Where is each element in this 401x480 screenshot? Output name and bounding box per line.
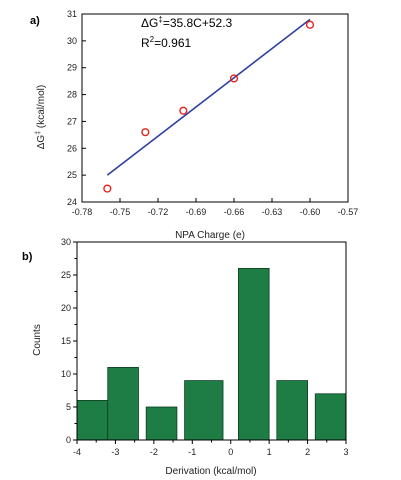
y-tick-label-b: 20: [61, 303, 71, 313]
y-tick-label-a: 31: [67, 9, 77, 19]
x-tick-label-b: 0: [228, 447, 233, 457]
y-tick-label-a: 27: [67, 116, 77, 126]
histogram-bar: [145, 406, 178, 441]
x-tick-label-b: 3: [343, 447, 348, 457]
x-tick-label-b: -2: [150, 447, 158, 457]
fit-line: [106, 18, 311, 176]
y-tick-label-a: 30: [67, 36, 77, 46]
y-tick-label-a: 28: [67, 90, 77, 100]
data-point: [305, 20, 315, 29]
x-tick-label-a: -0.60: [300, 207, 321, 217]
equation-annotation: ΔG‡=35.8C+52.3: [141, 15, 233, 30]
data-point: [179, 106, 188, 115]
histogram-bar: [237, 267, 270, 441]
y-tick-label-a: 26: [67, 143, 77, 153]
histogram-bar: [276, 380, 308, 441]
x-tick-label-b: 1: [267, 447, 272, 457]
y-axis-b: 0 5 10 15 20 25 30: [61, 237, 77, 445]
x-tick-label-a: -0.69: [186, 207, 207, 217]
y-tick-label-a: 29: [67, 63, 77, 73]
data-point: [103, 184, 112, 193]
x-tick-label-a: -0.57: [338, 207, 359, 217]
panel-b-label: b): [22, 251, 33, 263]
histogram-bars: [76, 267, 347, 441]
x-tick-label-b: -4: [73, 447, 81, 457]
y-tick-label-a: 24: [67, 197, 77, 207]
data-points: [103, 20, 315, 193]
y-tick-label-b: 30: [61, 237, 71, 247]
histogram-bar: [107, 366, 139, 441]
histogram-bar: [76, 399, 109, 441]
r-squared-annotation: R2=0.961: [141, 35, 191, 50]
y-tick-label-b: 15: [61, 336, 71, 346]
x-tick-label-a: -0.72: [148, 207, 169, 217]
x-tick-label-a: -0.75: [110, 207, 131, 217]
x-tick-label-b: -1: [188, 447, 196, 457]
y-tick-label-b: 5: [66, 402, 71, 412]
x-tick-label-a: -0.63: [262, 207, 283, 217]
y-axis-label-b: Counts: [32, 324, 43, 356]
y-tick-label-b: 25: [61, 270, 71, 280]
histogram-bar: [314, 393, 347, 441]
x-tick-label-b: -3: [111, 447, 119, 457]
plot-a-frame: [81, 13, 349, 203]
x-tick-label-b: 2: [305, 447, 310, 457]
y-tick-label-b: 0: [66, 435, 71, 445]
scatter-panel: a) -0.78 -0.75 -0.72 -0.69 -0.66 -0.63 -0.60 -0…: [30, 9, 358, 241]
y-axis-a: 24 25 26 27 28 29 30 31: [67, 9, 86, 207]
x-tick-label-a: -0.78: [72, 207, 93, 217]
y-tick-label-a: 25: [67, 170, 77, 180]
x-tick-label-a: -0.66: [224, 207, 245, 217]
histogram-bar: [184, 380, 224, 441]
y-axis-label-a: ΔG‡ (kcal/mol): [35, 85, 47, 150]
x-axis-label-a: NPA Charge (e): [175, 230, 245, 241]
x-axis-b: -4 -3 -2 -1 0 1 2 3: [73, 440, 349, 457]
histogram-panel: b) -4 -3 -2 -1 0 1 2 3 0 5 10 15 20 25 30 Derivation …: [22, 237, 349, 477]
data-point: [229, 74, 239, 83]
x-axis-label-b: Derivation (kcal/mol): [165, 466, 256, 477]
data-point: [141, 128, 150, 137]
y-tick-label-b: 10: [61, 369, 71, 379]
x-axis-a: -0.78 -0.75 -0.72 -0.69 -0.66 -0.63 -0.60 -0.57: [72, 198, 359, 217]
panel-a-label: a): [30, 15, 40, 27]
